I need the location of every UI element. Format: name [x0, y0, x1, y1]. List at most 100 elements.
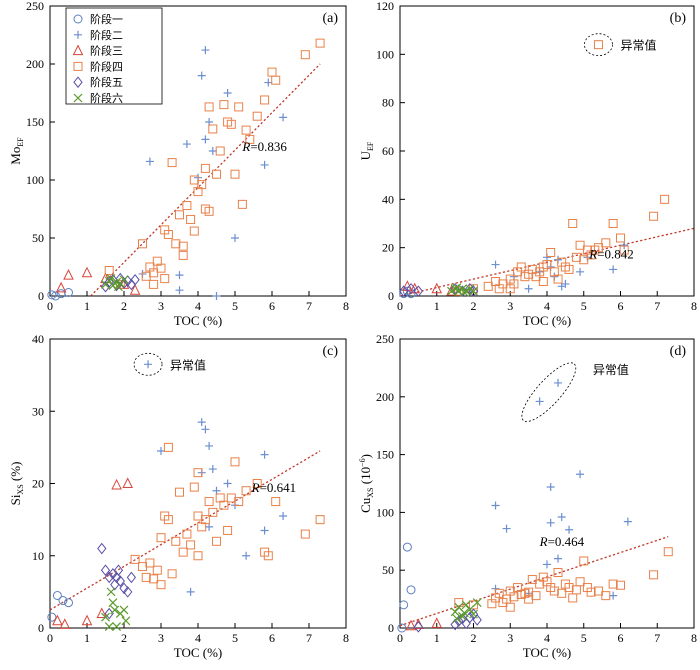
anomaly-label: 异常值 — [593, 362, 629, 377]
data-point — [609, 591, 618, 600]
series-阶段二 — [138, 46, 288, 300]
x-tick-label: 5 — [581, 631, 587, 645]
data-point — [171, 239, 181, 249]
y-axis-label: SiXS (%) — [8, 462, 25, 506]
data-point — [121, 616, 131, 626]
data-point — [649, 211, 659, 221]
y-tick-label: 200 — [376, 390, 394, 404]
trend-line — [90, 63, 321, 297]
data-point — [413, 285, 424, 297]
legend-marker-diamond — [73, 76, 83, 89]
x-tick-label: 3 — [158, 631, 164, 645]
data-point — [452, 614, 462, 624]
data-point — [579, 556, 589, 566]
data-point — [564, 264, 574, 274]
data-point — [167, 158, 177, 168]
data-point — [620, 241, 629, 250]
x-axis-label: TOC (%) — [523, 313, 572, 328]
data-point — [100, 564, 111, 577]
data-point — [516, 262, 526, 272]
x-tick-label: 5 — [232, 631, 238, 645]
data-point — [531, 591, 541, 601]
data-point — [149, 268, 159, 278]
data-point — [405, 619, 417, 631]
y-tick-label: 100 — [376, 505, 394, 519]
data-point — [237, 199, 247, 209]
y-axis-label: CuXS (10−6) — [358, 454, 375, 513]
data-point — [178, 547, 188, 557]
data-point — [186, 214, 196, 224]
data-point — [186, 540, 196, 550]
y-tick-label: 150 — [26, 115, 44, 129]
data-point — [483, 281, 493, 291]
data-point — [231, 234, 239, 242]
correlation-label: R=0.842 — [588, 247, 634, 262]
data-point — [260, 526, 269, 535]
y-tick-label: 100 — [26, 173, 44, 187]
data-point — [505, 284, 515, 294]
data-point — [156, 580, 166, 590]
data-point — [619, 245, 629, 255]
series-阶段六 — [450, 598, 482, 624]
data-point — [182, 201, 192, 211]
data-point — [205, 441, 214, 450]
data-point — [241, 125, 251, 135]
data-point — [399, 285, 409, 297]
series-阶段四 — [454, 547, 673, 612]
y-tick-label: 0 — [388, 621, 394, 635]
data-point — [271, 75, 281, 85]
x-tick-label: 7 — [306, 631, 312, 645]
data-point — [64, 598, 73, 608]
data-point — [509, 592, 519, 602]
data-point — [138, 562, 147, 572]
x-tick-label: 5 — [581, 299, 587, 313]
data-point — [189, 226, 199, 236]
series-阶段六 — [101, 274, 129, 292]
legend-entry: 阶段三 — [90, 44, 123, 58]
panel-letter: (d) — [670, 344, 687, 359]
data-point — [97, 542, 107, 555]
legend-marker-plus — [74, 30, 82, 39]
correlation-label: R=0.464 — [539, 534, 585, 549]
x-tick-label: 2 — [471, 631, 477, 645]
data-point — [315, 515, 325, 525]
data-point — [156, 263, 166, 273]
x-tick-label: 6 — [618, 299, 624, 313]
data-point — [234, 497, 244, 507]
data-point — [575, 577, 585, 587]
data-point — [55, 281, 67, 293]
x-tick-label: 4 — [544, 631, 550, 645]
data-point — [568, 219, 578, 228]
x-tick-label: 2 — [121, 299, 127, 313]
legend-marker-square — [73, 61, 83, 71]
data-point — [465, 605, 475, 614]
data-point — [189, 175, 199, 185]
data-point — [491, 260, 500, 269]
data-point — [543, 560, 551, 569]
panel-letter: (c) — [322, 344, 338, 359]
data-point — [459, 287, 469, 297]
data-point — [469, 609, 478, 619]
data-point — [201, 425, 210, 434]
data-point — [208, 147, 217, 155]
x-tick-label: 1 — [84, 299, 90, 313]
data-point — [215, 146, 225, 156]
data-point — [113, 564, 124, 577]
panel-letter: (b) — [670, 11, 687, 26]
data-point — [505, 602, 515, 612]
data-point — [59, 618, 71, 629]
data-point — [260, 95, 270, 105]
series-阶段四 — [130, 442, 325, 590]
data-point — [51, 291, 61, 301]
y-tick-label: 0 — [38, 621, 44, 635]
x-tick-label: 0 — [47, 631, 53, 645]
data-point — [101, 612, 110, 622]
data-point — [167, 569, 177, 579]
data-point — [111, 478, 122, 490]
data-point — [241, 486, 251, 496]
data-point — [104, 571, 114, 584]
data-point — [524, 284, 533, 293]
data-point — [212, 169, 221, 179]
data-point — [564, 583, 574, 593]
